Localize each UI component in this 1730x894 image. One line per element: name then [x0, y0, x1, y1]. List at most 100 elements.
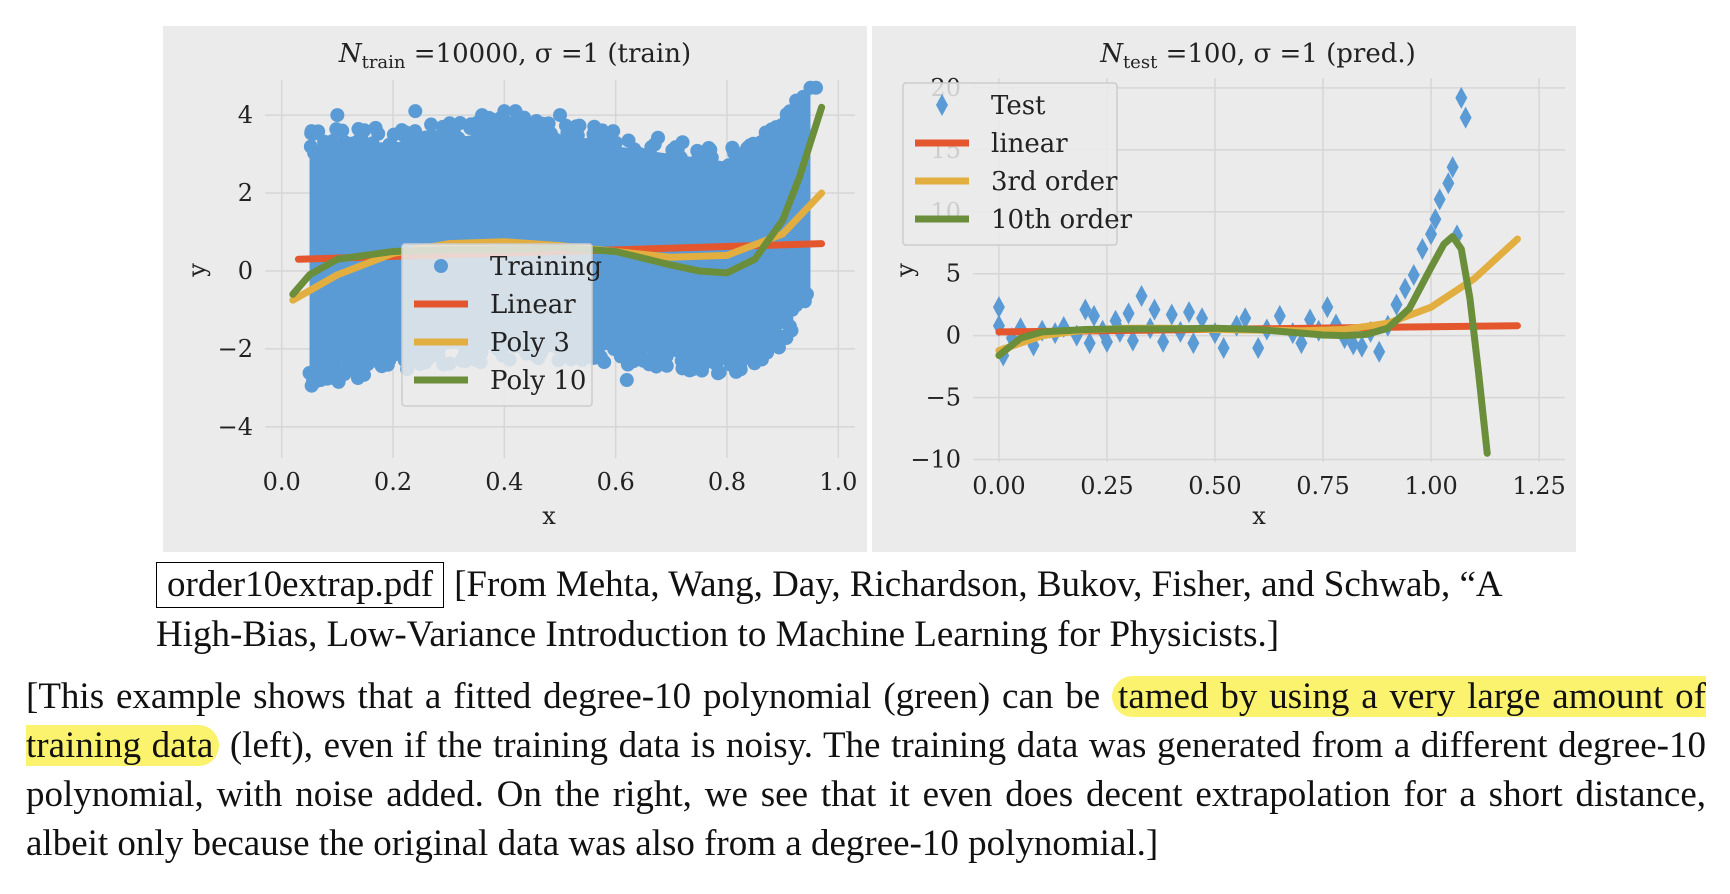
train-y-tick-label: −4: [218, 413, 253, 441]
training-point: [587, 119, 602, 134]
test-point: [1390, 293, 1403, 316]
training-point: [675, 361, 690, 376]
training-point: [687, 355, 702, 370]
test-point: [1100, 330, 1113, 353]
test-point: [1135, 285, 1148, 308]
training-point: [615, 147, 630, 162]
training-point: [747, 356, 762, 371]
train-x-tick-label: 0.8: [708, 468, 746, 496]
train-x-tick-label: 0.6: [597, 468, 635, 496]
pred-x-tick-label: 0.50: [1188, 472, 1241, 500]
train-legend-label: Poly 3: [490, 328, 570, 358]
pred-series-10th-order: [995, 233, 1491, 457]
training-point: [635, 340, 650, 355]
training-point: [317, 134, 332, 149]
citation-text: [From Mehta, Wang, Day, Richardson, Buko…: [156, 564, 1501, 655]
test-point: [1442, 172, 1455, 195]
pred-legend-label: 10th order: [991, 205, 1133, 235]
training-point: [365, 136, 380, 151]
test-point: [1087, 304, 1100, 327]
training-point: [357, 123, 372, 138]
train-x-tick-label: 1.0: [819, 468, 857, 496]
test-point: [1126, 329, 1139, 352]
test-point: [1196, 307, 1209, 330]
training-point: [666, 149, 681, 164]
training-point: [597, 355, 612, 370]
test-point: [1273, 304, 1286, 327]
training-point: [313, 373, 328, 388]
training-point: [711, 366, 726, 381]
test-point: [1399, 277, 1412, 300]
training-point: [307, 145, 322, 160]
pred-x-tick-label: 1.00: [1404, 472, 1457, 500]
test-point: [992, 296, 1005, 319]
test-point: [1239, 307, 1252, 330]
training-point: [311, 124, 326, 139]
training-point: [384, 138, 399, 153]
training-point: [330, 108, 345, 123]
pred-x-tick-label: 1.25: [1512, 472, 1565, 500]
training-point: [518, 117, 533, 132]
pred-x-tick-label: 0.25: [1080, 472, 1133, 500]
train-legend-label: Linear: [490, 290, 576, 320]
pred-y-axis-label: y: [891, 263, 919, 278]
training-point: [650, 354, 665, 369]
paragraph-part-1: [This example shows that a fitted degree…: [26, 676, 1113, 717]
test-point: [1429, 208, 1442, 231]
pred-fit-lines: [995, 233, 1521, 457]
training-point: [408, 124, 423, 139]
test-point: [1122, 302, 1135, 325]
training-point: [809, 80, 824, 95]
pred-x-tick-label: 0.75: [1296, 472, 1349, 500]
training-point: [374, 359, 389, 374]
test-point: [1157, 330, 1170, 353]
train-chart-title: Ntrain =10000, σ =1 (train): [338, 39, 691, 73]
training-point: [302, 365, 317, 380]
pred-legend-label: 3rd order: [991, 167, 1118, 197]
pred-x-tick-label: 0.00: [972, 472, 1025, 500]
training-point: [626, 354, 641, 369]
pred-y-tick-label: 0: [946, 322, 961, 350]
training-point: [453, 116, 468, 131]
training-point: [394, 123, 409, 138]
training-point: [340, 356, 355, 371]
train-legend-box: [401, 243, 593, 407]
test-point: [1187, 332, 1200, 355]
test-point: [1165, 303, 1178, 326]
train-x-tick-label: 0.0: [263, 468, 301, 496]
training-point: [619, 373, 634, 388]
training-point: [775, 129, 790, 144]
training-point: [690, 151, 705, 166]
pred-y-tick-label: 5: [946, 260, 961, 288]
test-point: [1183, 301, 1196, 324]
training-point: [727, 146, 742, 161]
training-point: [607, 339, 622, 354]
train-tick-labels: 0.0 0.2 0.4 0.6 0.8 1.0 −4 −2 0 2 4: [218, 101, 858, 496]
training-point: [541, 116, 556, 131]
train-x-axis-label: x: [542, 502, 556, 530]
training-point: [424, 117, 439, 132]
train-y-axis-label: y: [183, 263, 211, 278]
training-point: [423, 132, 438, 147]
training-point: [608, 135, 623, 150]
training-point: [331, 136, 346, 151]
training-point: [644, 140, 659, 155]
test-point: [1321, 296, 1334, 319]
training-point: [408, 104, 423, 119]
training-point: [329, 122, 344, 137]
train-x-tick-label: 0.2: [374, 468, 412, 496]
train-series-poly-10: [289, 103, 826, 298]
train-x-tick-label: 0.4: [485, 468, 523, 496]
training-point: [564, 122, 579, 137]
test-point: [1407, 263, 1420, 286]
test-point: [1433, 188, 1446, 211]
test-point: [1416, 237, 1429, 260]
train-legend-label: Poly 10: [490, 366, 586, 396]
train-y-tick-label: −2: [218, 335, 253, 363]
figure: Ntrain =10000, σ =1 (train) 0.0 0.2 0.4 0.6…: [163, 26, 1576, 552]
training-point: [497, 104, 512, 119]
training-point: [733, 355, 748, 370]
test-point: [1217, 337, 1230, 360]
pred-legend-swatch: [936, 94, 948, 116]
training-point: [636, 353, 651, 368]
